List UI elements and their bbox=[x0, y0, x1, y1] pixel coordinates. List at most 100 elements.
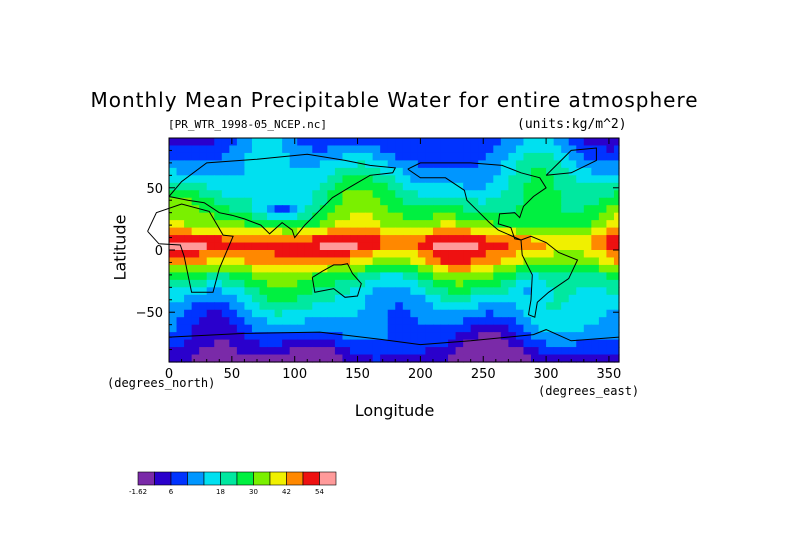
heat-cell bbox=[598, 332, 608, 341]
heat-cell bbox=[583, 138, 592, 147]
heat-cell bbox=[350, 264, 359, 273]
heat-cell bbox=[221, 160, 230, 169]
heat-cell bbox=[267, 190, 276, 199]
heat-cell bbox=[206, 339, 215, 348]
heat-cell bbox=[591, 332, 600, 341]
heat-cell bbox=[184, 160, 193, 169]
heat-cell bbox=[342, 324, 351, 333]
heat-cell bbox=[538, 294, 547, 303]
heat-cell bbox=[327, 175, 336, 184]
heat-cell bbox=[199, 339, 208, 348]
heat-cell bbox=[274, 220, 283, 229]
heat-cell bbox=[440, 250, 449, 259]
heat-cell bbox=[372, 287, 381, 296]
heat-cell bbox=[613, 160, 620, 169]
heat-cell bbox=[206, 250, 215, 259]
heat-cell bbox=[576, 287, 585, 296]
heat-cell bbox=[176, 339, 185, 348]
heat-cell bbox=[553, 212, 562, 221]
heat-cell bbox=[598, 145, 608, 154]
heat-cell bbox=[470, 347, 479, 356]
heat-cell bbox=[583, 182, 592, 191]
heat-cell bbox=[538, 339, 547, 348]
heat-cell bbox=[274, 167, 283, 176]
heat-cell bbox=[214, 227, 223, 236]
heat-cell bbox=[493, 354, 502, 363]
heat-cell bbox=[613, 302, 620, 311]
heat-cell bbox=[523, 175, 532, 184]
heat-cell bbox=[387, 294, 396, 303]
heat-cell bbox=[455, 272, 464, 281]
heat-cell bbox=[267, 138, 276, 147]
heat-cell bbox=[561, 250, 570, 259]
heat-cell bbox=[402, 332, 411, 341]
heat-cell bbox=[282, 242, 291, 251]
heat-cell bbox=[576, 272, 585, 281]
heat-cell bbox=[463, 145, 472, 154]
heat-cell bbox=[297, 279, 306, 288]
heat-cell bbox=[259, 294, 268, 303]
heat-cell bbox=[606, 235, 615, 244]
heat-cell bbox=[236, 160, 246, 169]
colorbar-label: 6 bbox=[169, 488, 174, 496]
heat-cell bbox=[531, 160, 540, 169]
heat-cell bbox=[553, 152, 562, 161]
heat-cell bbox=[508, 250, 517, 259]
heat-cell bbox=[561, 242, 570, 251]
heat-cell bbox=[568, 190, 577, 199]
heat-cell bbox=[470, 197, 479, 206]
heat-cell bbox=[236, 175, 246, 184]
heat-cell bbox=[380, 294, 389, 303]
heat-cell bbox=[365, 257, 374, 266]
heat-cell bbox=[395, 167, 404, 176]
heat-cell bbox=[184, 242, 193, 251]
heat-cell bbox=[395, 138, 404, 147]
heat-cell bbox=[463, 317, 472, 326]
colorbar-swatch bbox=[154, 471, 172, 486]
heat-cell bbox=[297, 332, 306, 341]
heat-cell bbox=[485, 220, 494, 229]
heat-cell bbox=[432, 205, 442, 214]
heat-cell bbox=[380, 197, 389, 206]
x-tick-label: 0 bbox=[165, 367, 173, 382]
heat-cell bbox=[221, 347, 230, 356]
heat-cell bbox=[410, 138, 419, 147]
heat-cell bbox=[214, 182, 223, 191]
heat-cell bbox=[425, 354, 434, 363]
heat-cell bbox=[531, 227, 540, 236]
heat-cell bbox=[568, 220, 577, 229]
heat-cell bbox=[357, 138, 366, 147]
heat-cell bbox=[327, 339, 336, 348]
heat-cell bbox=[493, 279, 502, 288]
heat-cell bbox=[199, 242, 208, 251]
heat-cell bbox=[206, 138, 215, 147]
heat-cell bbox=[606, 332, 615, 341]
heat-cell bbox=[508, 272, 517, 281]
heat-cell bbox=[304, 272, 313, 281]
heat-cell bbox=[350, 294, 359, 303]
heat-cell bbox=[251, 160, 261, 169]
heat-cell bbox=[342, 227, 351, 236]
heat-cell bbox=[410, 309, 419, 318]
heat-cell bbox=[478, 339, 487, 348]
heat-cell bbox=[583, 197, 592, 206]
heat-cell bbox=[606, 302, 615, 311]
heat-cell bbox=[613, 182, 620, 191]
heat-cell bbox=[357, 242, 366, 251]
heat-cell bbox=[267, 212, 276, 221]
heat-cell bbox=[583, 324, 592, 333]
heat-cell bbox=[342, 294, 351, 303]
heat-cell bbox=[455, 160, 464, 169]
heat-cell bbox=[319, 302, 328, 311]
heat-cell bbox=[184, 279, 193, 288]
heat-cell bbox=[538, 138, 547, 147]
heat-cell bbox=[221, 257, 230, 266]
heat-cell bbox=[402, 235, 411, 244]
heat-cell bbox=[515, 279, 525, 288]
heat-cell bbox=[500, 317, 509, 326]
heat-cell bbox=[282, 197, 291, 206]
heat-cell bbox=[500, 182, 509, 191]
heat-cell bbox=[221, 212, 230, 221]
heat-cell bbox=[236, 324, 246, 333]
heat-cell bbox=[561, 235, 570, 244]
